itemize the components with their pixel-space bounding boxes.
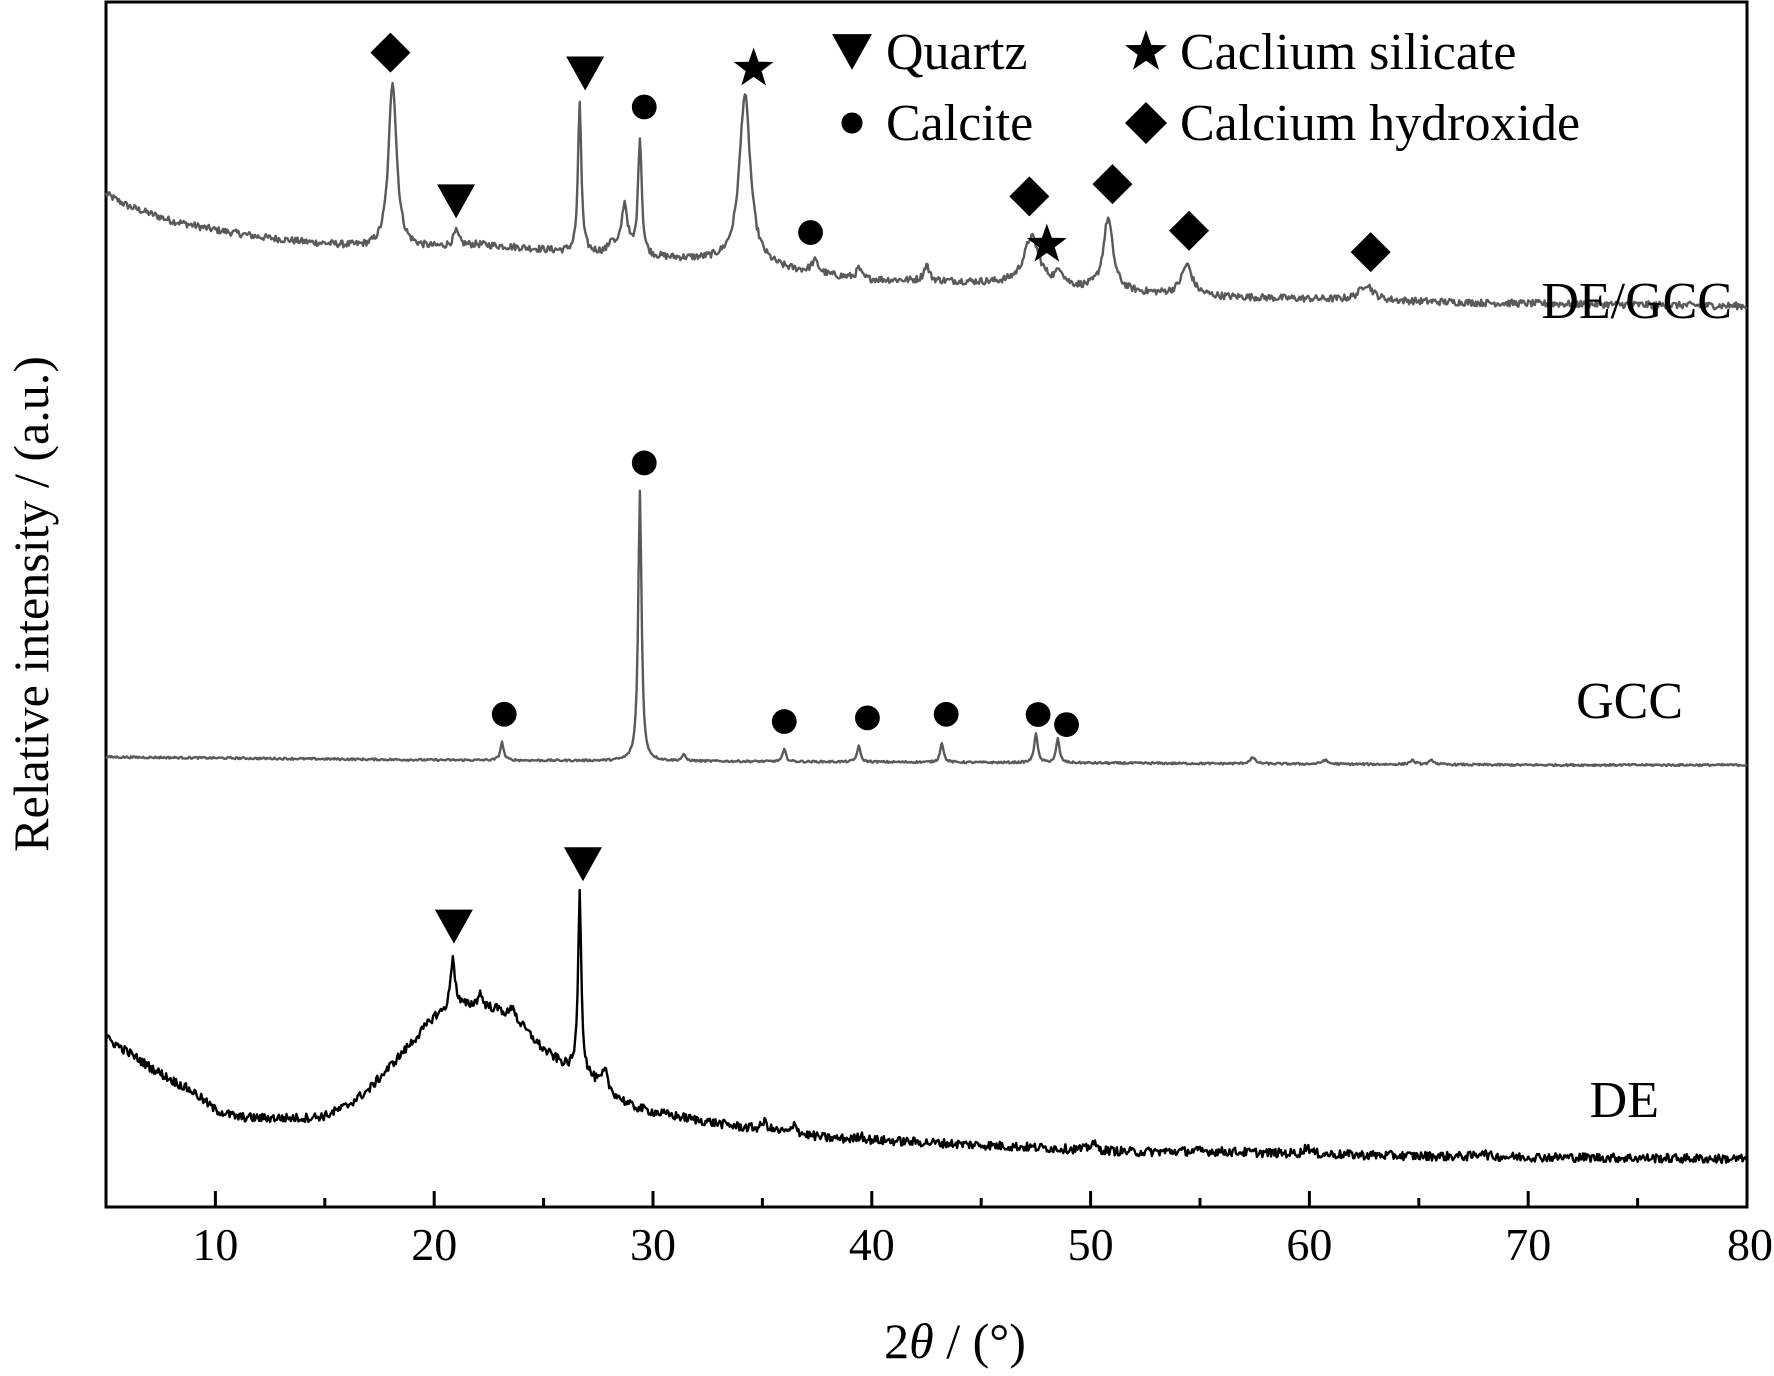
series-line-gcc [105,489,1748,768]
peak-marker-diamond [1169,210,1210,251]
peak-marker-triangle-down [434,909,473,944]
legend-label: Quartz [886,24,1027,81]
series-line-de [104,888,1749,1165]
plot-frame [104,0,1749,1209]
series-label: DE [1590,1072,1659,1129]
x-tick-label: 60 [1286,1219,1332,1270]
legend-label: Calcium hydroxide [1180,95,1580,152]
series-label: GCC [1576,673,1683,730]
x-tick-label: 30 [630,1219,676,1270]
peak-marker-circle [1054,712,1079,737]
legend-marker-circle [841,112,863,134]
peak-marker-triangle-down [566,56,605,91]
peak-marker-triangle-down [437,184,476,219]
peak-marker-circle [631,450,657,476]
x-tick-label: 20 [411,1219,457,1270]
peak-marker-triangle-down [563,847,602,882]
peak-marker-diamond [1092,164,1133,205]
series-layer [104,81,1749,1165]
x-tick-label: 70 [1505,1219,1551,1270]
legend-label: Caclium silicate [1180,24,1516,81]
peak-marker-circle [798,220,823,245]
peak-marker-circle [771,709,797,734]
peak-marker-circle [1025,702,1051,727]
series-label: DE/GCC [1541,273,1732,330]
x-tick-label: 40 [849,1219,895,1270]
legend-marker-star [1125,29,1167,70]
peak-marker-star [1026,223,1067,262]
peak-marker-star [733,47,774,86]
x-tick-label: 10 [192,1219,238,1270]
peak-marker-circle [933,701,959,727]
legend-label: Calcite [886,95,1033,152]
x-axis-title: 2θ / (°) [884,1313,1026,1369]
y-axis-title: Relative intensity / (a.u.) [3,356,59,852]
legend: Quartz Caclium silicate Calcite Calcium hyd… [832,24,1580,152]
peak-marker-circle [631,94,657,120]
x-tick-label: 50 [1068,1219,1114,1270]
legend-marker-diamond [1125,102,1167,144]
x-ticks: 10 20 30 40 50 60 70 80 [104,1191,1773,1270]
x-tick-label: 80 [1727,1219,1773,1270]
peak-markers [370,32,1391,944]
series-labels: DE/GCC GCC DE [1541,273,1732,1129]
peak-marker-circle [855,705,880,731]
peak-marker-circle [491,701,517,727]
peak-marker-diamond [1350,232,1391,273]
peak-marker-diamond [370,32,411,73]
legend-marker-triangle-down [832,34,872,70]
series-line-de-gcc [104,81,1748,311]
peak-marker-diamond [1009,176,1050,217]
